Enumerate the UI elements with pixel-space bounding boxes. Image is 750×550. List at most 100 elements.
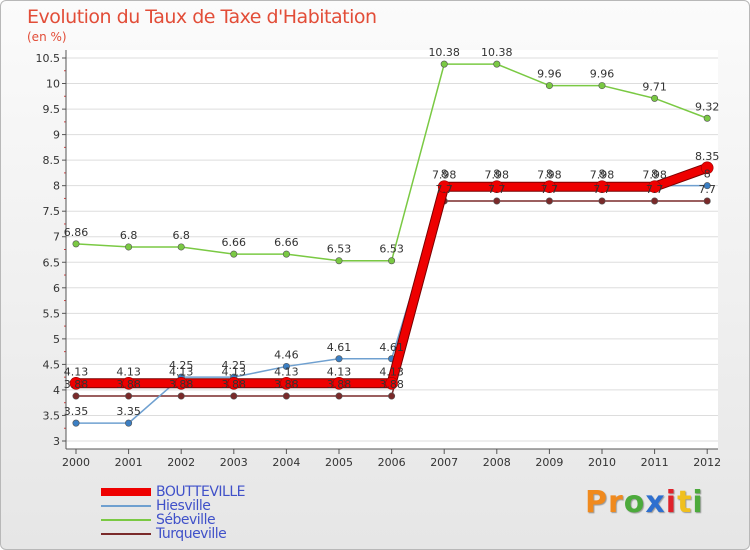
data-label-s-beville: 6.8 <box>120 229 138 242</box>
y-tick-label: 6 <box>53 282 60 295</box>
data-point-s-beville <box>703 114 711 122</box>
data-label-s-beville: 6.66 <box>274 236 299 249</box>
data-label-s-beville: 9.96 <box>537 68 562 81</box>
data-point-s-beville <box>545 82 553 90</box>
legend-label: Sébeville <box>156 512 216 528</box>
data-label-turqueville: 3.88 <box>274 378 299 391</box>
y-tick-label: 10.5 <box>36 52 61 65</box>
x-tick-label: 2009 <box>535 456 563 469</box>
data-label-turqueville: 3.88 <box>64 378 89 391</box>
x-tick-label: 2002 <box>167 456 195 469</box>
data-label-turqueville: 7.7 <box>488 183 506 196</box>
data-label-boutteville: 4.13 <box>379 365 404 378</box>
data-label-turqueville: 7.7 <box>435 183 453 196</box>
data-label-hiesville: 4.25 <box>169 359 194 372</box>
y-tick-label: 5 <box>53 333 60 346</box>
data-point-s-beville <box>125 243 133 251</box>
data-point-turqueville <box>177 392 185 400</box>
y-tick-label: 10 <box>46 78 60 91</box>
data-point-boutteville <box>332 376 346 390</box>
data-point-s-beville <box>282 250 290 258</box>
data-point-s-beville <box>230 250 238 258</box>
data-label-hiesville: 4.25 <box>222 359 247 372</box>
data-point-s-beville <box>335 257 343 265</box>
data-point-turqueville <box>282 392 290 400</box>
data-point-boutteville <box>437 180 451 193</box>
data-point-turqueville <box>545 197 553 205</box>
data-point-turqueville <box>72 392 80 400</box>
data-point-s-beville <box>440 60 448 68</box>
data-label-hiesville: 8 <box>546 168 553 181</box>
data-point-hiesville <box>335 355 343 363</box>
data-label-boutteville: 4.13 <box>116 365 141 378</box>
logo-letter: t <box>677 485 693 520</box>
legend-label: Turqueville <box>156 526 227 542</box>
y-tick-label: 7 <box>53 231 60 244</box>
data-point-turqueville <box>703 197 711 205</box>
x-tick-label: 2001 <box>115 456 143 469</box>
legend-label: BOUTTEVILLE <box>156 484 245 500</box>
data-label-hiesville: 3.35 <box>64 405 89 418</box>
data-label-boutteville: 4.13 <box>222 365 247 378</box>
data-label-hiesville: 8 <box>493 168 500 181</box>
data-point-turqueville <box>125 392 133 400</box>
data-point-turqueville <box>598 197 606 205</box>
y-tick-label: 8 <box>53 180 60 193</box>
data-label-turqueville: 7.7 <box>541 183 559 196</box>
logo-letter: x <box>645 485 666 520</box>
chart-title: Evolution du Taux de Taxe d'Habitation <box>27 6 377 28</box>
data-point-turqueville <box>230 392 238 400</box>
data-label-turqueville: 3.88 <box>116 378 141 391</box>
legend-swatch <box>101 488 151 496</box>
chart-data-labels: 6.86 6.8 6.8 6.66 6.66 6.53 6.53 10.38 10.38 9.96… <box>64 46 720 418</box>
data-label-hiesville: 8 <box>651 168 658 181</box>
y-tick-label: 4 <box>53 384 60 397</box>
y-tick-label: 9 <box>53 129 60 142</box>
y-tick-label: 5.5 <box>43 307 61 320</box>
data-point-boutteville <box>595 180 609 193</box>
data-label-s-beville: 9.71 <box>642 80 667 93</box>
data-label-turqueville: 7.7 <box>593 183 611 196</box>
data-label-s-beville: 9.32 <box>695 100 720 113</box>
x-tick-label: 2003 <box>220 456 248 469</box>
data-point-boutteville <box>280 376 293 390</box>
x-tick-label: 2004 <box>272 456 300 469</box>
data-point-turqueville <box>388 392 396 400</box>
data-label-boutteville: 4.13 <box>327 365 352 378</box>
data-label-boutteville: 7.98 <box>485 169 510 182</box>
data-point-hiesville <box>72 419 80 427</box>
data-point-turqueville <box>335 392 343 400</box>
legend-swatch <box>101 505 151 507</box>
data-label-turqueville: 3.88 <box>327 378 352 391</box>
data-label-hiesville: 4.61 <box>379 341 404 354</box>
y-tick-label: 8.5 <box>43 154 61 167</box>
data-point-boutteville <box>227 376 241 390</box>
y-tick-label: 3 <box>53 435 60 448</box>
x-tick-label: 2005 <box>325 456 353 469</box>
data-point-turqueville <box>651 197 659 205</box>
data-label-hiesville: 8 <box>441 168 448 181</box>
y-tick-label: 9.5 <box>43 103 61 116</box>
x-tick-label: 2012 <box>693 456 721 469</box>
data-point-hiesville <box>125 419 133 427</box>
y-tick-label: 4.5 <box>43 358 61 371</box>
x-tick-label: 2000 <box>62 456 90 469</box>
data-label-turqueville: 3.88 <box>222 378 247 391</box>
data-label-s-beville: 9.96 <box>590 68 615 81</box>
data-label-s-beville: 10.38 <box>428 46 460 59</box>
legend-swatch <box>101 519 151 521</box>
data-point-boutteville <box>490 180 504 193</box>
data-label-hiesville: 3.35 <box>116 405 141 418</box>
chart-subtitle: (en %) <box>27 30 67 44</box>
logo-letter: r <box>608 485 624 520</box>
data-point-s-beville <box>177 243 185 251</box>
data-label-turqueville: 3.88 <box>169 378 194 391</box>
logo-letter: i <box>665 485 678 520</box>
x-tick-label: 2010 <box>588 456 616 469</box>
data-point-turqueville <box>493 197 501 205</box>
data-label-s-beville: 6.86 <box>64 226 89 239</box>
data-label-hiesville: 4.46 <box>274 348 299 361</box>
data-point-s-beville <box>493 60 501 68</box>
data-point-boutteville <box>385 376 398 390</box>
